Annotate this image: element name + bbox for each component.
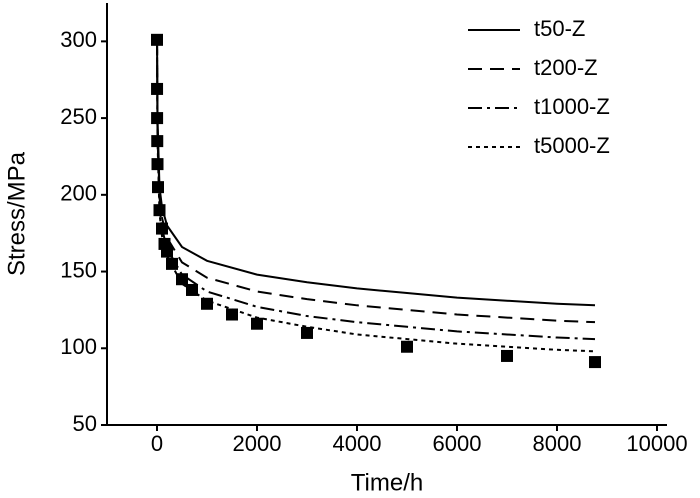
data-point xyxy=(156,222,168,235)
legend-label: t1000-Z xyxy=(534,94,610,119)
series-line xyxy=(156,41,596,307)
data-point xyxy=(151,82,164,95)
data-point xyxy=(201,297,213,310)
x-tick-label: 10000 xyxy=(626,431,687,456)
series-line xyxy=(156,41,596,353)
data-point xyxy=(186,283,198,296)
data-point xyxy=(401,340,413,353)
y-tick-label: 50 xyxy=(73,411,97,436)
y-tick-label: 200 xyxy=(60,181,97,206)
y-tick-label: 300 xyxy=(60,27,97,52)
data-point xyxy=(151,135,164,148)
legend-label: t5000-Z xyxy=(534,133,610,158)
data-point xyxy=(153,204,166,217)
data-point xyxy=(176,273,188,286)
data-point xyxy=(501,349,513,362)
series-line xyxy=(156,41,596,341)
data-point xyxy=(152,181,164,194)
y-tick-label: 150 xyxy=(60,257,97,282)
x-tick-label: 6000 xyxy=(433,431,482,456)
x-tick-label: 2000 xyxy=(233,431,282,456)
data-point xyxy=(151,112,164,125)
y-tick-label: 100 xyxy=(60,334,97,359)
x-tick-label: 8000 xyxy=(533,431,582,456)
x-tick-label: 0 xyxy=(151,431,163,456)
x-tick-label: 4000 xyxy=(333,431,382,456)
data-point xyxy=(166,257,178,270)
data-point xyxy=(301,326,313,339)
data-point xyxy=(151,158,164,171)
series-line xyxy=(156,41,596,324)
data-point xyxy=(226,308,238,321)
x-axis-label: Time/h xyxy=(351,469,423,496)
y-tick-label: 250 xyxy=(60,104,97,129)
y-axis-label: Stress/MPa xyxy=(3,151,30,276)
legend-label: t200-Z xyxy=(534,55,598,80)
data-point xyxy=(151,33,163,46)
data-point xyxy=(589,356,601,369)
data-point xyxy=(251,317,263,330)
data-point xyxy=(161,245,173,258)
legend-label: t50-Z xyxy=(534,16,585,41)
